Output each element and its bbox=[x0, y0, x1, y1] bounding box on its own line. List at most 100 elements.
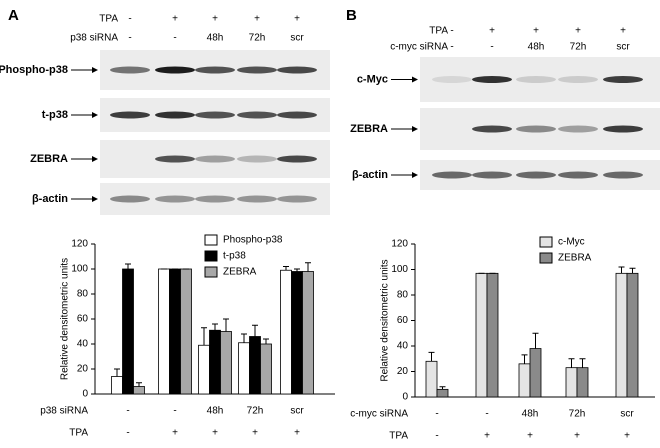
legend-swatch bbox=[204, 234, 218, 246]
y-tick-label: 40 bbox=[77, 339, 89, 350]
bar bbox=[291, 271, 303, 395]
condition-label: TPA bbox=[99, 14, 118, 25]
band bbox=[277, 155, 317, 163]
legend-label: ZEBRA bbox=[558, 253, 592, 264]
condition-label: c-myc siRNA bbox=[390, 42, 448, 53]
band bbox=[277, 111, 317, 119]
condition-value: + bbox=[172, 428, 178, 439]
y-tick-label: 100 bbox=[391, 264, 408, 275]
condition-label: TPA bbox=[389, 431, 408, 442]
condition-value: + bbox=[254, 14, 260, 25]
band bbox=[603, 76, 643, 83]
panel-label: B bbox=[346, 7, 357, 24]
condition-value: + bbox=[172, 14, 178, 25]
y-tick-label: 20 bbox=[397, 366, 409, 377]
condition-value: - bbox=[126, 428, 129, 439]
error-bar bbox=[136, 382, 142, 387]
condition-value: + bbox=[484, 431, 490, 442]
error-bar bbox=[579, 358, 586, 368]
condition-value: + bbox=[294, 428, 300, 439]
bar bbox=[529, 348, 542, 398]
error-bar bbox=[618, 266, 625, 274]
blot bbox=[100, 183, 330, 215]
condition-value: + bbox=[533, 26, 539, 37]
error-bar bbox=[241, 333, 247, 343]
blot-label: ZEBRA bbox=[350, 123, 388, 135]
bar bbox=[133, 386, 145, 395]
legend-swatch bbox=[539, 252, 553, 264]
condition-value: + bbox=[252, 428, 258, 439]
bar bbox=[280, 269, 292, 395]
band bbox=[237, 155, 277, 163]
error-bar bbox=[114, 368, 120, 377]
bar bbox=[180, 268, 192, 395]
error-bar bbox=[212, 323, 218, 331]
band bbox=[277, 195, 317, 203]
y-tick-label: 40 bbox=[397, 341, 409, 352]
legend-swatch bbox=[204, 266, 218, 278]
y-axis-label: Relative densitometric units bbox=[380, 259, 391, 381]
blot-label: c-Myc bbox=[357, 73, 388, 85]
condition-value: scr bbox=[620, 409, 634, 420]
band bbox=[277, 66, 317, 74]
band bbox=[195, 111, 235, 119]
legend-swatch bbox=[539, 236, 553, 248]
error-bar bbox=[439, 386, 446, 390]
error-bar bbox=[568, 358, 575, 368]
bar bbox=[475, 272, 488, 398]
band bbox=[195, 195, 235, 203]
condition-value: 48h bbox=[207, 33, 224, 44]
condition-label: p38 siRNA bbox=[40, 406, 88, 417]
band bbox=[195, 155, 235, 163]
legend-label: ZEBRA bbox=[223, 267, 257, 278]
error-bar bbox=[521, 354, 528, 364]
bar bbox=[302, 271, 314, 395]
arrow-head bbox=[92, 112, 98, 118]
error-bar bbox=[283, 266, 289, 271]
bar bbox=[198, 344, 210, 395]
condition-value: + bbox=[489, 26, 495, 37]
bar bbox=[260, 343, 272, 395]
bar bbox=[425, 360, 438, 398]
bar bbox=[615, 272, 628, 398]
band bbox=[516, 171, 556, 179]
blot-label: β-actin bbox=[352, 169, 388, 181]
condition-value: - bbox=[435, 409, 438, 420]
band bbox=[237, 111, 277, 119]
band bbox=[237, 195, 277, 203]
arrow-head bbox=[92, 67, 98, 73]
condition-label: TPA bbox=[429, 26, 448, 37]
condition-value: - bbox=[490, 42, 493, 53]
blot-label: t-p38 bbox=[42, 109, 68, 121]
condition-value: 48h bbox=[528, 42, 545, 53]
band bbox=[472, 125, 512, 133]
condition-value: - bbox=[126, 406, 129, 417]
bar bbox=[209, 329, 221, 395]
bar bbox=[626, 272, 639, 398]
error-bar bbox=[201, 327, 207, 346]
condition-value: 48h bbox=[207, 406, 224, 417]
error-bar bbox=[629, 267, 636, 274]
condition-value: + bbox=[212, 428, 218, 439]
y-tick-label: 60 bbox=[77, 314, 89, 325]
band bbox=[472, 171, 512, 179]
band bbox=[516, 125, 556, 133]
legend-label: t-p38 bbox=[223, 251, 246, 262]
band bbox=[432, 171, 472, 179]
bar bbox=[158, 268, 170, 395]
legend-label: Phospho-p38 bbox=[223, 235, 283, 246]
blot-label: ZEBRA bbox=[30, 153, 68, 165]
blot-label: β-actin bbox=[32, 193, 68, 205]
condition-value: + bbox=[620, 26, 626, 37]
error-bar bbox=[428, 351, 435, 362]
condition-value: 48h bbox=[522, 409, 539, 420]
condition-value: scr bbox=[290, 406, 304, 417]
error-bar bbox=[305, 262, 311, 272]
condition-value: + bbox=[527, 431, 533, 442]
condition-value: + bbox=[575, 26, 581, 37]
y-tick-label: 80 bbox=[397, 290, 409, 301]
error-bar bbox=[223, 318, 229, 332]
condition-value: - bbox=[450, 26, 453, 37]
band bbox=[516, 76, 556, 83]
